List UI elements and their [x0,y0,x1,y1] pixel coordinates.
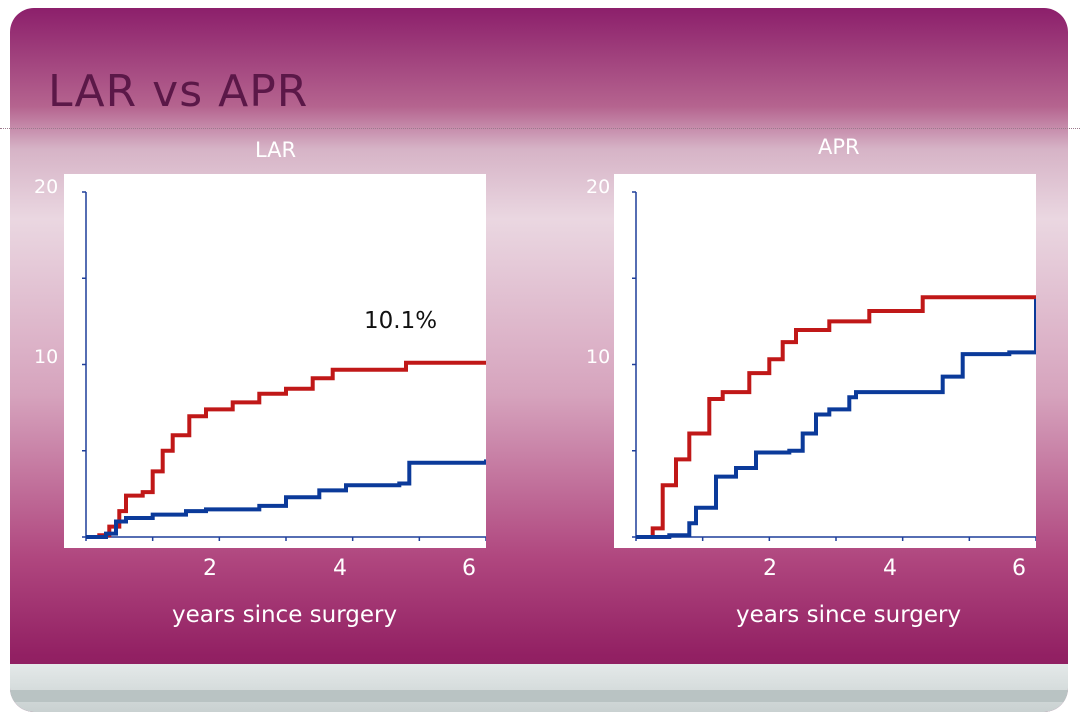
lar-ytick-10: 10 [34,346,59,368]
apr-x-axis-label: years since surgery [736,602,962,628]
apr-xtick-4: 4 [883,556,897,581]
lar-x-axis-label: years since surgery [172,602,398,628]
slide-footer [10,664,1068,712]
lar-xtick-6: 6 [462,556,476,581]
apr-series-red-line [636,295,1036,539]
apr-xtick-6: 6 [1012,556,1026,581]
lar-xtick-2: 2 [203,556,217,581]
lar-chart-title: LAR [255,138,297,162]
lar-chart-svg [82,191,486,541]
lar-ytick-20: 20 [34,176,59,198]
apr-plot-area [614,174,1036,548]
lar-xtick-4: 4 [333,556,347,581]
slide-title: LAR vs APR [48,66,309,117]
apr-ytick-20: 20 [586,176,611,198]
apr-chart-title: APR [818,135,860,159]
title-divider [0,128,1080,129]
lar-plot-area: 10.1% [64,174,486,548]
apr-chart-svg [632,191,1036,541]
footer-bar [10,690,1068,702]
lar-annotation-label: 10.1% [364,308,438,334]
lar-series-red-line [86,360,486,539]
lar-series-blue-line [86,459,486,539]
apr-series-blue-line [636,298,1036,539]
apr-xtick-2: 2 [763,556,777,581]
apr-ytick-10: 10 [586,346,611,368]
